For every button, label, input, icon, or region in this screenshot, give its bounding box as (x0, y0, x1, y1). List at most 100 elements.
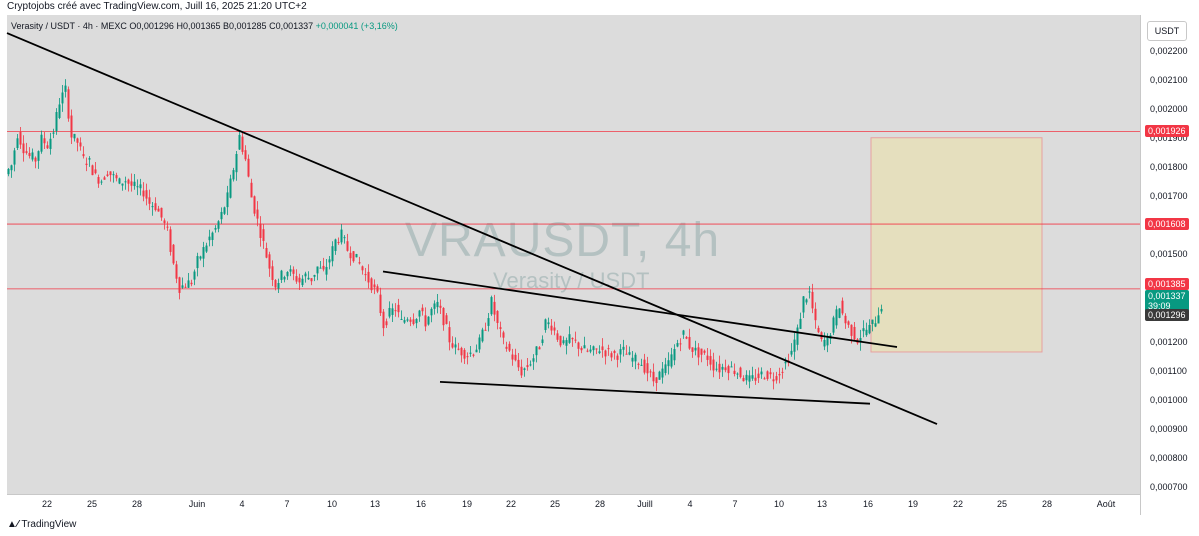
candle-body (694, 347, 697, 351)
candle-body (727, 366, 730, 374)
candle-body (94, 169, 97, 174)
candle-body (457, 348, 460, 350)
candle-body (406, 319, 409, 321)
candle-body (664, 364, 667, 374)
legend-close: C0,001337 (269, 21, 314, 31)
candle-body (115, 175, 118, 179)
candle-body (13, 150, 16, 165)
candle-body (355, 254, 358, 258)
candle-body (313, 275, 316, 277)
candle-body (805, 299, 808, 303)
candle-body (109, 171, 112, 176)
candle-body (208, 236, 211, 241)
x-tick-label: 28 (131, 499, 143, 509)
legend-low: B0,001285 (223, 21, 267, 31)
candle-body (379, 294, 382, 314)
candle-body (253, 196, 256, 214)
candle-body (295, 276, 298, 282)
x-tick-label: 22 (41, 499, 53, 509)
candle-body (616, 355, 619, 360)
candle-body (868, 325, 871, 334)
candle-body (16, 138, 19, 149)
candle-body (121, 183, 124, 186)
candle-body (589, 349, 592, 352)
candle-body (388, 307, 391, 317)
candle-body (730, 366, 733, 368)
candle-body (661, 368, 664, 378)
candle-body (133, 181, 136, 187)
candle-body (199, 256, 202, 259)
candle-body (703, 350, 706, 353)
candle-body (544, 319, 547, 331)
candle-body (238, 134, 241, 150)
candle-body (604, 350, 607, 357)
candle-body (151, 206, 154, 208)
candle-body (232, 170, 235, 180)
trend-line-2 (382, 270, 898, 348)
y-tick-label: 0,001700 (1150, 191, 1188, 202)
candle-body (175, 264, 178, 279)
candle-body (712, 359, 715, 371)
candle-body (691, 347, 694, 352)
candle-body (40, 134, 43, 152)
candle-body (754, 377, 757, 381)
candle-body (634, 354, 637, 362)
candle-body (85, 163, 88, 166)
candle-body (700, 348, 703, 355)
candle-body (442, 307, 445, 326)
open-price-badge: 0,001296 (1145, 309, 1189, 321)
candle-body (811, 291, 814, 309)
candle-body (553, 327, 556, 331)
candle-body (757, 373, 760, 379)
candle-body (391, 308, 394, 315)
candle-body (148, 197, 151, 204)
candle-body (322, 265, 325, 270)
candle-body (535, 346, 538, 356)
candle-body (622, 346, 625, 350)
candle-body (514, 354, 517, 361)
candle-body (289, 269, 292, 272)
candle-body (223, 207, 226, 214)
candle-body (445, 315, 448, 324)
candle-body (190, 282, 193, 285)
candle-body (706, 355, 709, 360)
candle-body (331, 246, 334, 262)
candle-body (400, 318, 403, 320)
candle-body (472, 354, 475, 356)
candle-body (76, 138, 79, 143)
candle-body (652, 371, 655, 382)
candle-body (562, 340, 565, 344)
candle-body (769, 372, 772, 375)
currency-button[interactable]: USDT (1147, 21, 1187, 41)
candle-body (448, 327, 451, 343)
tradingview-logo[interactable]: ▲⁄ TradingView (7, 519, 76, 530)
candle-body (751, 375, 754, 379)
candle-body (193, 271, 196, 280)
candle-body (412, 319, 415, 325)
candle-body (766, 371, 769, 379)
candle-body (31, 152, 34, 160)
candle-body (349, 252, 352, 259)
price-axis[interactable] (1140, 15, 1193, 515)
candle-body (532, 358, 535, 362)
candle-body (352, 251, 355, 262)
candle-body (550, 325, 553, 331)
x-tick-label: 22 (952, 499, 964, 509)
candle-body (556, 333, 559, 340)
candle-body (394, 310, 397, 312)
candle-body (343, 237, 346, 239)
candle-body (292, 269, 295, 274)
x-tick-label: 16 (415, 499, 427, 509)
candle-body (220, 211, 223, 220)
candle-body (127, 179, 130, 184)
time-axis[interactable] (7, 494, 1140, 516)
candle-body (124, 181, 127, 183)
candle-body (679, 343, 682, 345)
candle-body (733, 370, 736, 374)
candle-body (160, 207, 163, 218)
candle-body (118, 178, 121, 184)
candle-body (142, 190, 145, 197)
candle-body (613, 350, 616, 354)
candle-body (697, 347, 700, 358)
tv-logo-text: TradingView (21, 519, 77, 530)
